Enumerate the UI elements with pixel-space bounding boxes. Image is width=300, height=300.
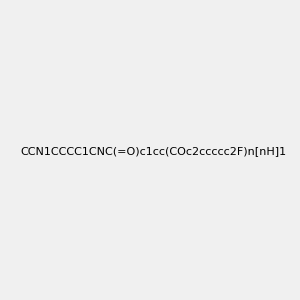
Text: CCN1CCCC1CNC(=O)c1cc(COc2ccccc2F)n[nH]1: CCN1CCCC1CNC(=O)c1cc(COc2ccccc2F)n[nH]1 — [21, 146, 287, 157]
